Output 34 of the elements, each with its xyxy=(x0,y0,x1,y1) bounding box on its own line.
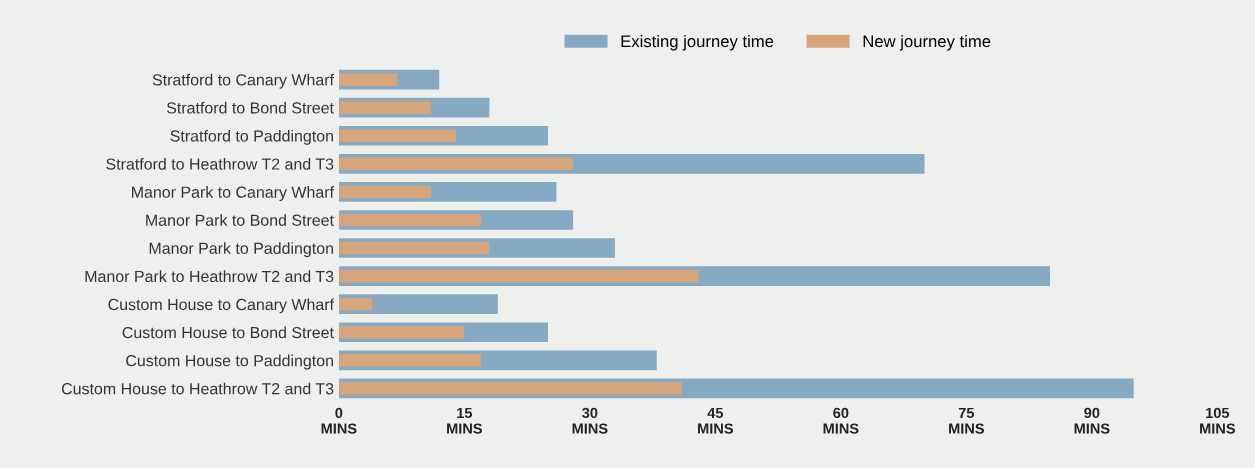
bar xyxy=(338,101,431,114)
bar xyxy=(338,129,456,143)
x-tick-label: 45 MINS xyxy=(698,407,734,434)
y-tick-label: Manor Park to Bond Street xyxy=(146,214,334,226)
x-tick-label: 0 MINS xyxy=(321,407,357,434)
bar xyxy=(338,354,482,367)
bar xyxy=(338,73,398,86)
bar xyxy=(338,157,574,171)
y-tick-label: Custom House to Bond Street xyxy=(122,326,334,339)
x-tick-label: 15 MINS xyxy=(447,407,483,434)
bar xyxy=(338,269,699,283)
y-tick-label: Manor Park to Canary Wharf xyxy=(132,186,335,201)
bar xyxy=(338,213,482,227)
bar xyxy=(338,241,490,255)
x-tick-label: 60 MINS xyxy=(823,407,859,434)
y-tick-label: Manor Park to Paddington xyxy=(149,242,333,258)
legend-label: Existing journey time xyxy=(621,34,774,51)
y-tick-label: Custom House to Canary Wharf xyxy=(108,298,335,314)
x-tick-label: 90 MINS xyxy=(1074,407,1110,434)
x-tick-label: 30 MINS xyxy=(572,407,608,434)
bar xyxy=(338,325,465,339)
y-tick-label: Stratford to Canary Wharf xyxy=(152,73,335,89)
bar xyxy=(338,185,431,199)
y-tick-label: Custom House to Paddington xyxy=(126,354,333,370)
y-tick-label: Stratford to Bond Street xyxy=(166,101,334,114)
y-tick-label: Stratford to Paddington xyxy=(170,129,333,145)
x-tick-label: 75 MINS xyxy=(949,407,985,434)
y-tick-label: Manor Park to Heathrow T2 and T3 xyxy=(85,270,334,283)
bar xyxy=(338,382,682,395)
x-tick-label: 105 MINS xyxy=(1200,407,1236,434)
y-tick-label: Stratford to Heathrow T2 and T3 xyxy=(106,158,334,170)
y-tick-label: Custom House to Heathrow T2 and T3 xyxy=(61,382,334,395)
legend-label: New journey time xyxy=(863,34,991,51)
bar xyxy=(338,297,373,311)
